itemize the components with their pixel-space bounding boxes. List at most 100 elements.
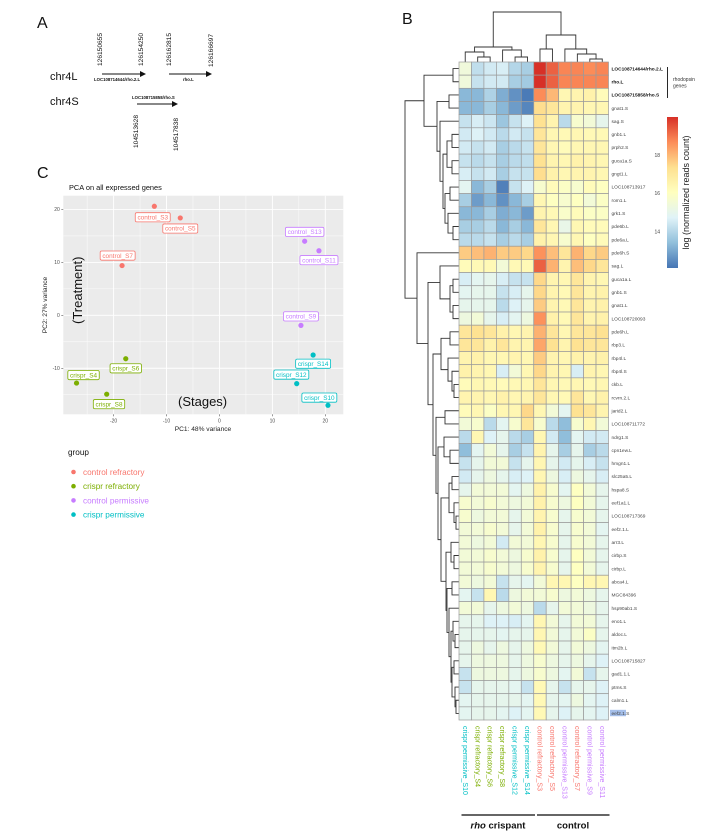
heatmap-cell	[583, 430, 597, 444]
heatmap-cell	[483, 430, 497, 444]
heatmap-cell	[508, 324, 522, 339]
heatmap-column-label: control permissive_S9	[585, 726, 592, 795]
heatmap-cell	[520, 206, 535, 221]
heatmap-cell	[545, 219, 560, 234]
heatmap-cell	[583, 74, 597, 89]
heatmap-cell	[520, 601, 535, 616]
heatmap-cell	[545, 482, 560, 497]
heatmap-cell	[471, 61, 485, 76]
heatmap-cell	[496, 298, 510, 313]
heatmap-cell	[558, 574, 572, 589]
heatmap-cell	[496, 245, 510, 260]
heatmap-cell	[508, 403, 522, 418]
heatmap-cell	[508, 127, 522, 142]
pca-x-tick-label: 0	[218, 418, 221, 424]
heatmap-cell	[520, 680, 535, 695]
pca-label-text: control_S7	[102, 253, 133, 260]
heatmap-cell	[545, 588, 560, 602]
heatmap-cell	[458, 482, 472, 497]
pca-point	[151, 203, 157, 209]
heatmap-cell	[583, 219, 597, 234]
heatmap-cell	[583, 693, 597, 708]
heatmap-cell	[483, 245, 497, 260]
heatmap-cell	[545, 522, 560, 537]
heatmap-cell	[583, 114, 597, 129]
heatmap-cell	[558, 140, 572, 155]
pca-label-box	[67, 370, 100, 381]
heatmap-cell	[583, 574, 597, 589]
pca-label-text: crispr_S10	[304, 395, 335, 402]
heatmap-cell	[533, 351, 547, 366]
pca-label-text: crispr_S14	[298, 361, 329, 368]
heatmap-cell	[508, 469, 522, 484]
heatmap-cell	[483, 640, 497, 655]
heatmap-cell	[483, 180, 497, 194]
heatmap-cell	[458, 693, 472, 708]
heatmap-cell	[570, 706, 584, 721]
heatmap-row-label: ndrg1.S	[612, 435, 629, 441]
heatmap-cell	[496, 588, 510, 602]
heatmap-cell	[533, 311, 547, 326]
pca-point-label: control_S3	[134, 212, 171, 223]
heatmap-cell	[471, 272, 485, 287]
heatmap-cell	[483, 206, 497, 221]
heatmap-cell	[533, 285, 547, 300]
heatmap-cell	[483, 324, 497, 339]
pca-point-label: crispr_S4	[67, 370, 100, 381]
heatmap-cell	[558, 311, 572, 326]
heatmap-cell	[458, 153, 472, 168]
heatmap-cell	[595, 166, 609, 181]
heatmap-row-labels: LOC108714644/rho.2.L rho.L LOC108715858/rh…	[610, 66, 663, 717]
heatmap-row-label: gngt1.L	[612, 172, 628, 178]
heatmap-cell	[483, 74, 497, 89]
heatmap-cell	[558, 87, 572, 102]
heatmap-cell	[508, 430, 522, 444]
heatmap-cell	[570, 351, 584, 366]
heatmap-cell	[570, 338, 584, 352]
heatmap-cell	[595, 245, 609, 260]
heatmap-cell	[545, 416, 560, 431]
heatmap-cell	[545, 87, 560, 102]
heatmap-cell	[545, 232, 560, 247]
heatmap-cell	[471, 548, 485, 563]
pca-x-tick-label: 20	[323, 418, 329, 424]
pca-point	[316, 248, 322, 254]
pca-y-tick-label: 10	[54, 260, 60, 266]
heatmap-cell	[583, 601, 597, 616]
heatmap-cell	[496, 232, 510, 247]
heatmap-cell	[533, 87, 547, 102]
heatmap-row-label: eef2.1.S	[612, 711, 630, 717]
pca-label-text: crispr_S12	[276, 372, 307, 379]
heatmap-cell	[520, 456, 535, 471]
pca-point-label: control_S5	[162, 223, 199, 234]
heatmap-cell	[595, 574, 609, 589]
heatmap-cell	[496, 416, 510, 431]
heatmap-cell	[496, 351, 510, 366]
heatmap-cell	[483, 561, 497, 576]
heatmap-cell	[471, 653, 485, 668]
heatmap-cell	[496, 535, 510, 550]
heatmap-cell	[458, 61, 472, 76]
heatmap-cell	[570, 74, 584, 89]
heatmap-cell	[508, 377, 522, 392]
heatmap-cell	[595, 219, 609, 234]
heatmap-row-label: pde6h.S	[612, 251, 630, 257]
heatmap-cell	[570, 127, 584, 142]
heatmap-cell	[583, 166, 597, 181]
heatmap-cell	[545, 74, 560, 89]
heatmap-cell	[508, 614, 522, 629]
heatmap-cell	[558, 456, 572, 471]
heatmap-cell	[458, 193, 472, 208]
heatmap-cell	[496, 495, 510, 510]
heatmap-cell	[583, 403, 597, 418]
heatmap-cell	[458, 259, 472, 273]
heatmap-cell	[520, 482, 535, 497]
legend-swatch	[71, 498, 76, 503]
pca-points	[73, 203, 331, 408]
heatmap-cell	[545, 443, 560, 458]
heatmap-cell	[558, 219, 572, 234]
heatmap-cell	[496, 74, 510, 89]
heatmap-row-label: gnb1.S	[612, 290, 627, 296]
heatmap-cell	[595, 403, 609, 418]
heatmap-cell	[458, 403, 472, 418]
